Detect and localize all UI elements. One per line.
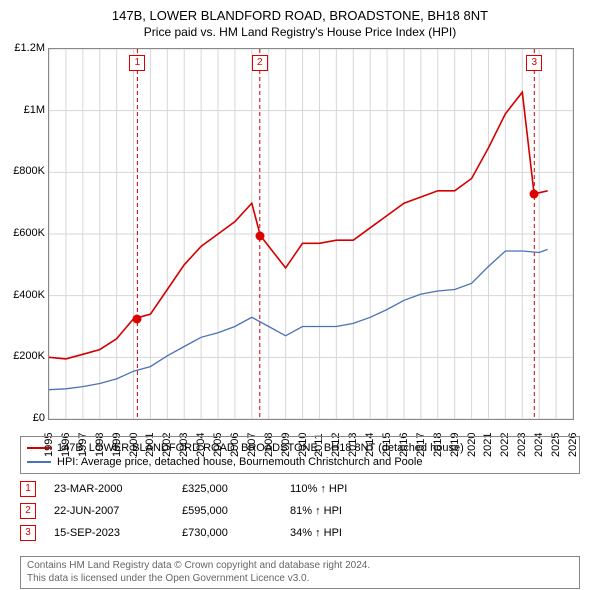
y-axis-label: £400K	[1, 289, 45, 301]
attribution-footer: Contains HM Land Registry data © Crown c…	[20, 556, 580, 589]
chart-title: 147B, LOWER BLANDFORD ROAD, BROADSTONE, …	[0, 0, 600, 23]
y-axis-label: £1.2M	[1, 42, 45, 54]
legend-row: HPI: Average price, detached house, Bour…	[27, 455, 573, 469]
price-marker-box: 2	[252, 55, 268, 71]
price-marker-dot	[133, 314, 142, 323]
chart-svg	[49, 49, 573, 419]
transaction-price: £595,000	[182, 505, 272, 517]
legend: 147B, LOWER BLANDFORD ROAD, BROADSTONE, …	[20, 436, 580, 474]
transactions-table: 1 23-MAR-2000 £325,000 110% ↑ HPI 2 22-JUN-20…	[20, 478, 580, 544]
legend-swatch	[27, 447, 51, 449]
footer-line: Contains HM Land Registry data © Crown c…	[27, 560, 573, 573]
y-axis-label: £1M	[1, 104, 45, 116]
transaction-row: 3 15-SEP-2023 £730,000 34% ↑ HPI	[20, 522, 580, 544]
transaction-row: 1 23-MAR-2000 £325,000 110% ↑ HPI	[20, 478, 580, 500]
y-axis-label: £600K	[1, 227, 45, 239]
transaction-marker: 1	[20, 481, 36, 497]
legend-row: 147B, LOWER BLANDFORD ROAD, BROADSTONE, …	[27, 441, 573, 455]
transaction-date: 15-SEP-2023	[54, 527, 164, 539]
price-marker-dot	[530, 189, 539, 198]
transaction-marker: 2	[20, 503, 36, 519]
transaction-date: 22-JUN-2007	[54, 505, 164, 517]
y-axis-label: £0	[1, 412, 45, 424]
transaction-date: 23-MAR-2000	[54, 483, 164, 495]
price-marker-box: 3	[526, 55, 542, 71]
y-axis-label: £200K	[1, 350, 45, 362]
legend-label: 147B, LOWER BLANDFORD ROAD, BROADSTONE, …	[57, 442, 464, 454]
legend-label: HPI: Average price, detached house, Bour…	[57, 456, 422, 468]
transaction-price: £730,000	[182, 527, 272, 539]
footer-line: This data is licensed under the Open Gov…	[27, 573, 573, 586]
transaction-delta: 34% ↑ HPI	[290, 527, 400, 539]
chart-area: £0£200K£400K£600K£800K£1M£1.2M 199519961…	[48, 48, 574, 420]
transaction-delta: 81% ↑ HPI	[290, 505, 400, 517]
y-axis-label: £800K	[1, 165, 45, 177]
transaction-marker: 3	[20, 525, 36, 541]
price-marker-dot	[255, 231, 264, 240]
price-marker-box: 1	[129, 55, 145, 71]
transaction-row: 2 22-JUN-2007 £595,000 81% ↑ HPI	[20, 500, 580, 522]
transaction-price: £325,000	[182, 483, 272, 495]
legend-swatch	[27, 461, 51, 463]
transaction-delta: 110% ↑ HPI	[290, 483, 400, 495]
chart-subtitle: Price paid vs. HM Land Registry's House …	[0, 23, 600, 39]
